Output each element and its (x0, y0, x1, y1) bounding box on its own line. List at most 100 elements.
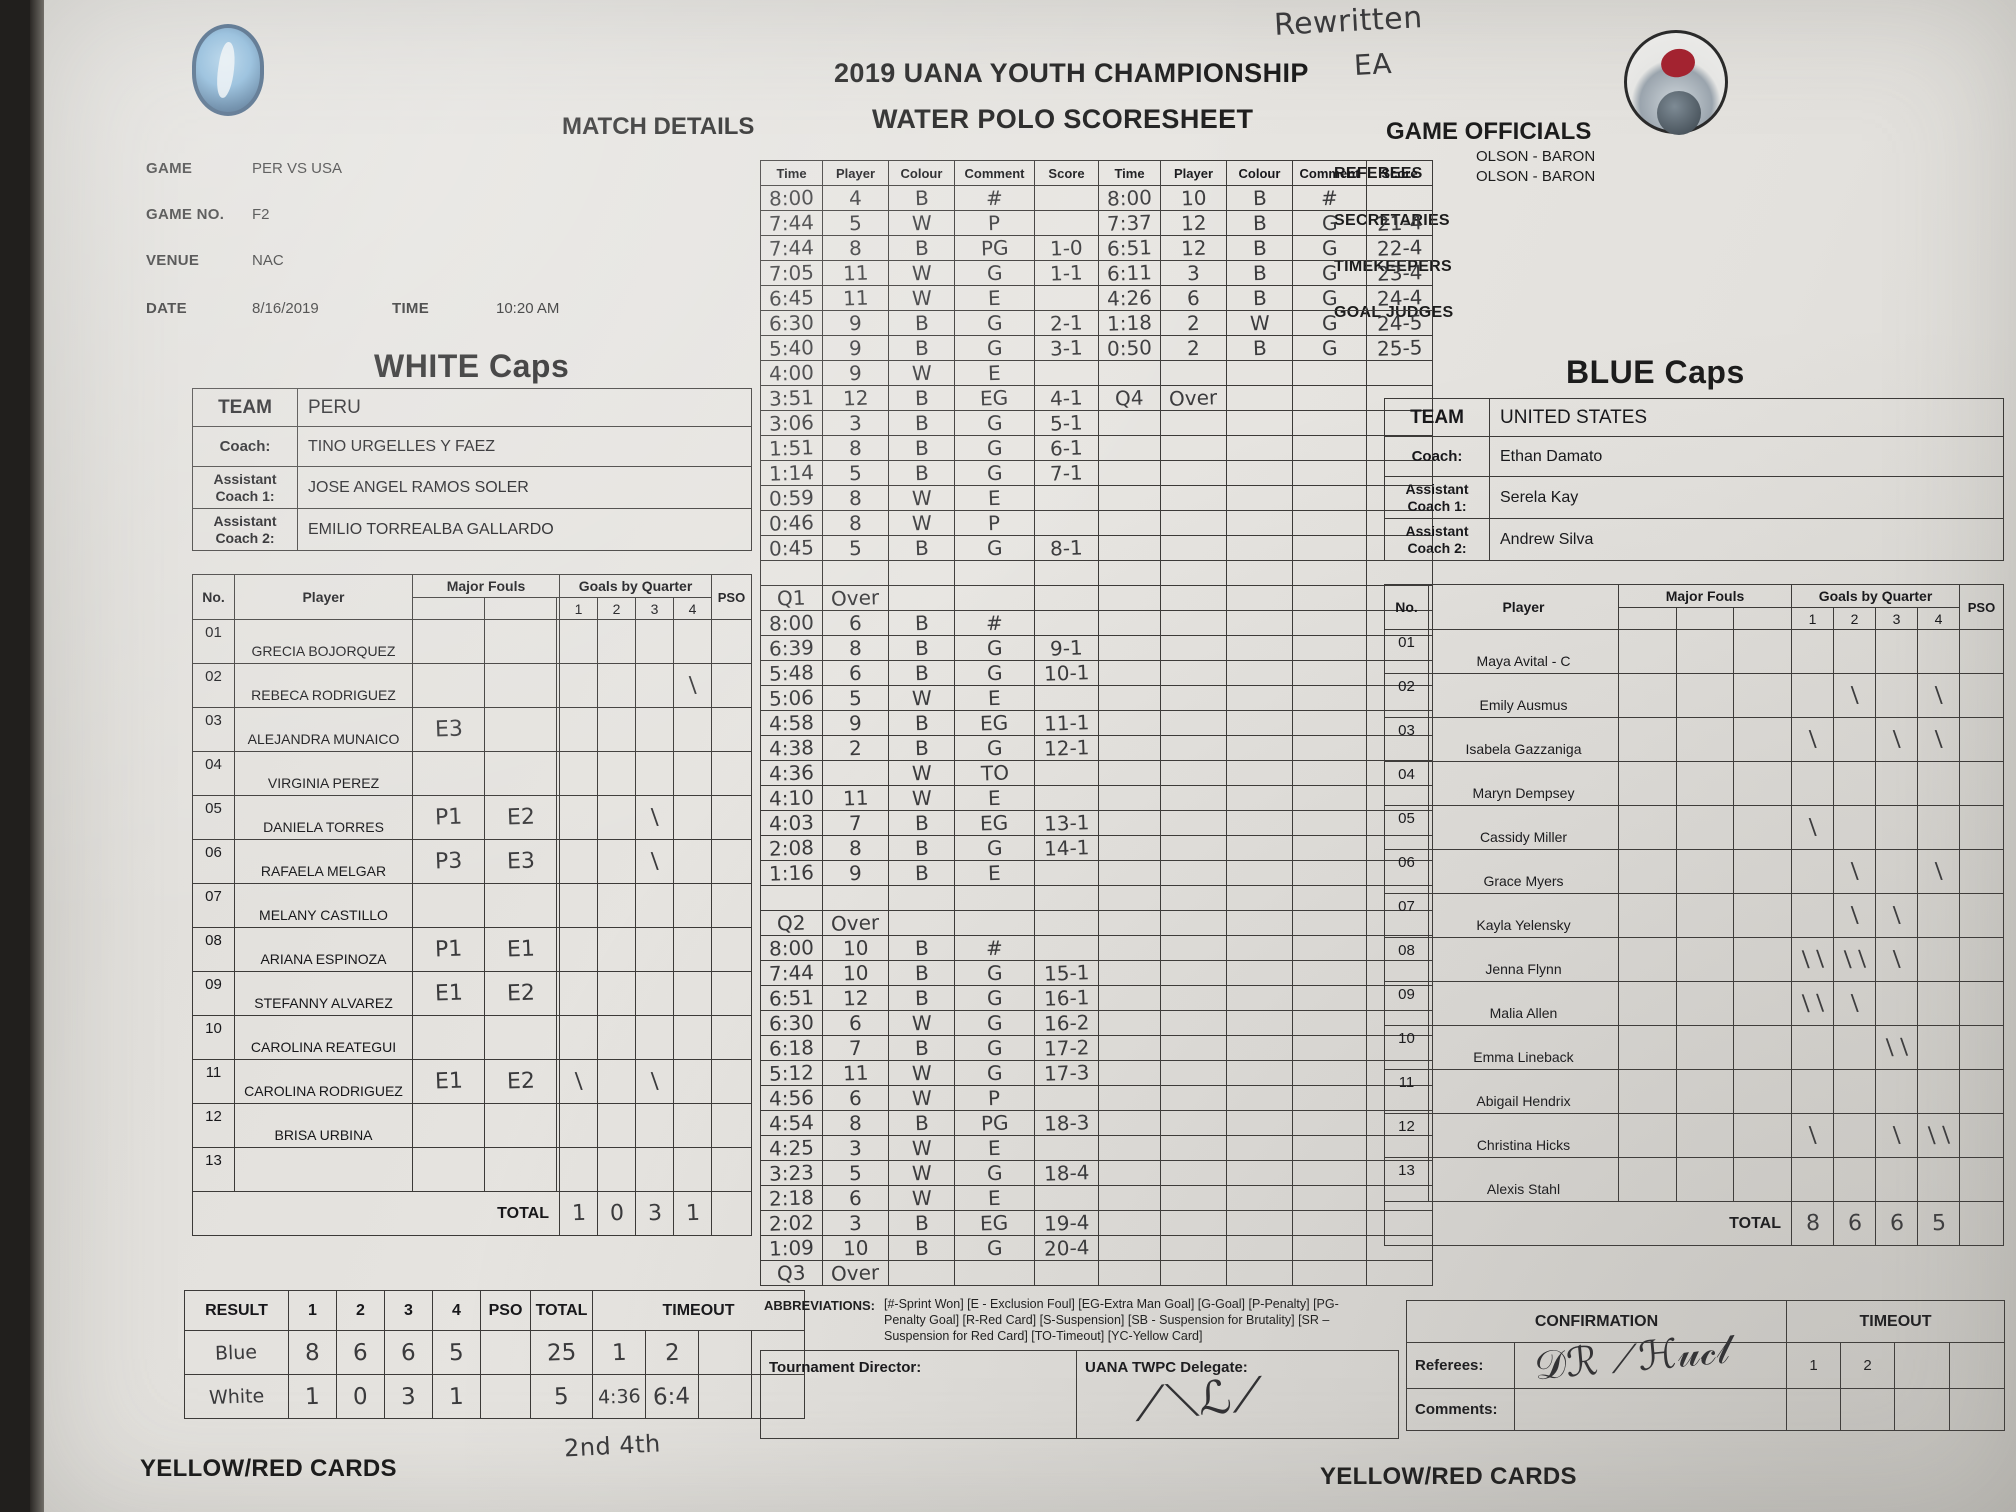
log-left-score[interactable]: 14-1 (1034, 835, 1099, 861)
white-goal-q4[interactable] (673, 839, 712, 884)
blue-pso[interactable] (1959, 937, 2004, 982)
log-left-score[interactable] (1034, 685, 1099, 711)
log-left-player[interactable]: 3 (822, 1135, 889, 1161)
blue-goal-q1[interactable] (1791, 1069, 1834, 1114)
log-right-comment[interactable] (1292, 1010, 1367, 1036)
blue-goal-q1[interactable] (1791, 673, 1834, 718)
log-left-comment[interactable]: PG (954, 1110, 1035, 1136)
log-right-comment[interactable] (1292, 485, 1367, 511)
log-left-comment[interactable]: P (954, 1085, 1035, 1111)
result-row[interactable]: Blue 8 6 6 5 25 1 2 (184, 1330, 805, 1375)
log-left-colour[interactable]: W (888, 285, 955, 311)
blue-goal-q3[interactable] (1875, 1157, 1918, 1202)
table-row[interactable]: 06 RAFAELA MELGAR P3 E3 \ (192, 839, 752, 884)
log-left-time[interactable]: 2:02 (760, 1210, 823, 1236)
blue-major-foul-2[interactable] (1675, 1113, 1735, 1158)
table-row[interactable]: 04 Maryn Dempsey (1384, 761, 2004, 806)
blue-major-foul-2[interactable] (1675, 1069, 1735, 1114)
log-right-colour[interactable] (1226, 585, 1293, 611)
log-left-comment[interactable]: G (954, 435, 1035, 461)
table-row[interactable]: 02 REBECA RODRIGUEZ \ (192, 663, 752, 708)
blue-major-foul-1[interactable] (1618, 805, 1677, 850)
log-left-player[interactable]: Over (822, 1260, 889, 1286)
log-left-colour[interactable]: B (888, 235, 955, 261)
white-pso[interactable] (711, 1059, 752, 1104)
log-right-comment[interactable] (1292, 760, 1367, 786)
log-right-comment[interactable] (1292, 1260, 1367, 1286)
blue-major-foul-3[interactable] (1733, 717, 1792, 762)
log-left-time[interactable]: 8:00 (760, 610, 823, 636)
blue-major-foul-3[interactable] (1733, 1025, 1792, 1070)
white-goal-q4[interactable] (673, 619, 712, 664)
white-goal-q1[interactable] (559, 1015, 598, 1060)
log-right-colour[interactable] (1226, 485, 1293, 511)
blue-major-foul-3[interactable] (1733, 761, 1792, 806)
white-major-foul-2[interactable] (484, 663, 558, 708)
log-right-colour[interactable] (1226, 735, 1293, 761)
event-log-row[interactable]: 6:30 9 B G 2-1 1:18 2 W G 24-5 (760, 310, 1433, 336)
log-left-comment[interactable]: EG (954, 810, 1035, 836)
white-goal-q1[interactable] (559, 751, 598, 796)
log-right-player[interactable] (1160, 810, 1227, 836)
log-right-player[interactable]: 12 (1160, 235, 1227, 261)
table-row[interactable]: 01 Maya Avital - C (1384, 629, 2004, 674)
log-left-player[interactable]: 8 (822, 235, 889, 261)
blue-major-foul-3[interactable] (1733, 1069, 1792, 1114)
table-row[interactable]: 05 Cassidy Miller \ (1384, 805, 2004, 850)
log-right-time[interactable] (1098, 560, 1161, 586)
blue-goal-q4[interactable]: \ (1917, 717, 1960, 762)
result-timeout-3[interactable] (698, 1374, 752, 1419)
event-log-row[interactable]: 6:30 6 W G 16-2 (760, 1010, 1433, 1036)
table-row[interactable]: 11 CAROLINA RODRIGUEZ E1 E2 \ \ (192, 1059, 752, 1104)
log-right-time[interactable] (1098, 935, 1161, 961)
event-log-row[interactable]: Q2 Over (760, 910, 1433, 936)
event-log-row[interactable]: 1:09 10 B G 20-4 (760, 1235, 1433, 1261)
log-right-comment[interactable]: G (1292, 260, 1367, 286)
result-total[interactable]: 25 (530, 1330, 593, 1375)
log-right-comment[interactable] (1292, 810, 1367, 836)
log-right-player[interactable] (1160, 560, 1227, 586)
white-goal-q2[interactable] (597, 927, 636, 972)
log-left-score[interactable] (1034, 785, 1099, 811)
log-right-colour[interactable] (1226, 635, 1293, 661)
white-goal-q1[interactable]: \ (559, 1059, 598, 1104)
event-log-row[interactable]: 4:54 8 B PG 18-3 (760, 1110, 1433, 1136)
log-right-time[interactable]: 4:26 (1098, 285, 1161, 311)
log-right-colour[interactable]: B (1226, 260, 1293, 286)
log-left-colour[interactable]: B (888, 860, 955, 886)
table-row[interactable]: 13 Alexis Stahl (1384, 1157, 2004, 1202)
log-left-score[interactable]: 15-1 (1034, 960, 1099, 986)
log-left-player[interactable]: 11 (822, 1060, 889, 1086)
log-right-time[interactable] (1098, 860, 1161, 886)
white-major-foul-1[interactable] (411, 619, 486, 664)
log-right-player[interactable] (1160, 610, 1227, 636)
log-left-time[interactable]: 7:44 (760, 960, 823, 986)
blue-goal-q3[interactable]: \ (1875, 893, 1918, 938)
blue-major-foul-2[interactable] (1675, 937, 1735, 982)
white-goal-q3[interactable]: \ (635, 795, 674, 840)
log-right-player[interactable] (1160, 585, 1227, 611)
result-q1[interactable]: 8 (288, 1330, 337, 1375)
blue-goal-q1[interactable] (1791, 629, 1834, 674)
log-left-player[interactable]: 3 (822, 1210, 889, 1236)
log-left-score[interactable]: 11-1 (1034, 710, 1099, 736)
blue-major-foul-2[interactable] (1675, 761, 1735, 806)
log-right-colour[interactable] (1226, 385, 1293, 411)
log-right-comment[interactable] (1292, 735, 1367, 761)
log-left-time[interactable]: 6:18 (760, 1035, 823, 1061)
blue-goal-q1[interactable] (1791, 893, 1834, 938)
log-left-score[interactable]: 16-1 (1034, 985, 1099, 1011)
blue-goal-q1[interactable]: \ (1791, 1113, 1834, 1158)
result-q1[interactable]: 1 (288, 1374, 337, 1419)
log-right-time[interactable] (1098, 435, 1161, 461)
blue-goal-q3[interactable]: \ (1875, 937, 1918, 982)
blue-goal-q4[interactable]: \ (1917, 673, 1960, 718)
log-left-score[interactable] (1034, 1185, 1099, 1211)
log-right-time[interactable] (1098, 960, 1161, 986)
blue-goal-q3[interactable] (1875, 849, 1918, 894)
log-left-score[interactable] (1034, 510, 1099, 536)
log-left-colour[interactable]: B (888, 660, 955, 686)
log-right-time[interactable] (1098, 585, 1161, 611)
table-row[interactable]: 13 (192, 1147, 752, 1192)
log-left-time[interactable]: 6:30 (760, 1010, 823, 1036)
